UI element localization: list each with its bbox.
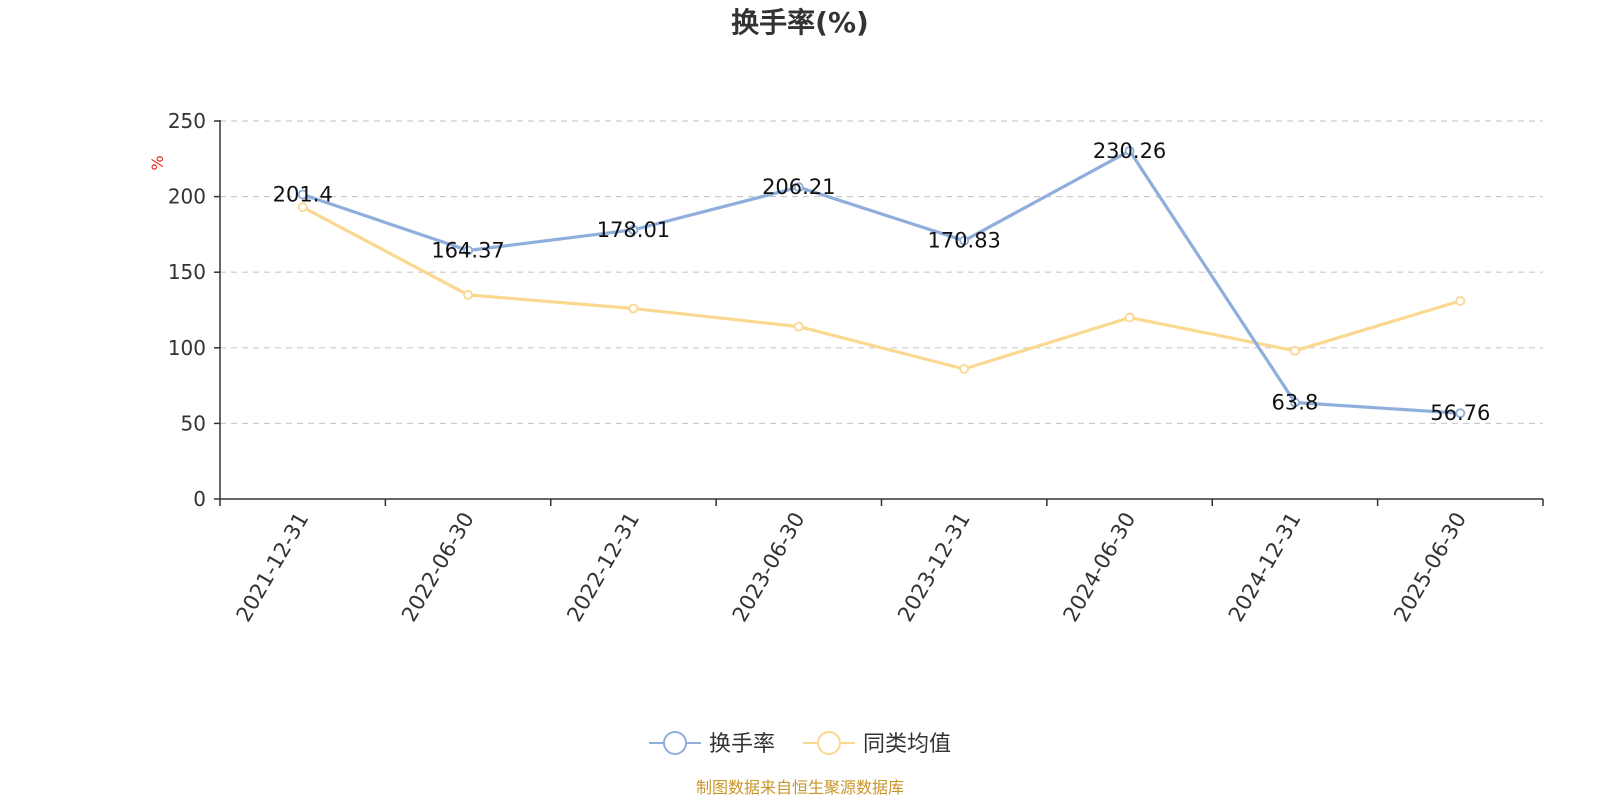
- data-point: [628, 303, 639, 314]
- y-tick-label: 200: [168, 185, 206, 209]
- legend-item[interactable]: 换手率: [649, 731, 775, 757]
- data-point: [793, 321, 804, 332]
- data-label: 206.21: [762, 175, 835, 199]
- data-point: [297, 202, 308, 213]
- series: [297, 145, 1466, 419]
- data-label: 63.8: [1272, 391, 1319, 415]
- data-point: [628, 224, 639, 235]
- data-point: [1290, 397, 1300, 408]
- y-tick-labels: 0 50 100 150 200 250: [168, 109, 206, 511]
- y-axis-unit: %: [148, 155, 167, 170]
- series-line: [301, 149, 1462, 415]
- x-tick-label: 2025-06-30: [1389, 508, 1471, 626]
- x-tick-label: 2024-12-31: [1224, 508, 1306, 626]
- data-label: 56.76: [1430, 401, 1490, 425]
- data-point: [959, 364, 970, 374]
- legend-item[interactable]: 同类均值: [803, 731, 951, 757]
- data-point: [1124, 312, 1135, 323]
- x-tick-label: 2023-06-30: [728, 508, 810, 626]
- x-tick-label: 2022-12-31: [562, 508, 644, 626]
- legend-label: 同类均值: [863, 732, 951, 757]
- x-tick-label: 2024-06-30: [1058, 508, 1140, 626]
- x-tick-labels: 2021-12-31 2022-06-30 2022-12-31 2023-06-30…: [232, 508, 1471, 626]
- data-point: [463, 245, 473, 256]
- x-tick-label: 2022-06-30: [397, 508, 479, 626]
- data-label: 201.4: [273, 182, 333, 206]
- y-tick-label: 150: [168, 260, 206, 284]
- legend-label: 换手率: [709, 732, 775, 757]
- data-label: 170.83: [927, 229, 1000, 253]
- y-tick-label: 50: [181, 411, 206, 435]
- series-line: [301, 205, 1462, 371]
- data-point: [463, 289, 473, 300]
- data-labels: 201.4 164.37 178.01 206.21 170.83 230.26 63.8 5…: [273, 139, 1491, 425]
- data-label: 230.26: [1093, 139, 1166, 163]
- data-label: 178.01: [597, 218, 670, 242]
- source-note: 制图数据来自恒生聚源数据库: [696, 778, 904, 797]
- data-point: [1455, 408, 1466, 419]
- data-point: [1455, 296, 1466, 306]
- y-tick-label: 0: [193, 487, 206, 511]
- legend-marker-icon: [817, 731, 841, 755]
- y-tick-label: 100: [168, 336, 206, 360]
- data-point: [1124, 145, 1135, 156]
- grid-lines: [220, 120, 1543, 424]
- y-tick-label: 250: [168, 109, 206, 133]
- data-point: [297, 189, 308, 200]
- data-point: [1290, 345, 1300, 356]
- chart-title: 换手率(%): [731, 6, 869, 39]
- data-point: [959, 235, 970, 246]
- x-tick-label: 2021-12-31: [232, 508, 314, 626]
- legend-marker-icon: [663, 731, 687, 755]
- axes: [214, 120, 1544, 506]
- data-label: 164.37: [431, 238, 504, 262]
- x-tick-label: 2023-12-31: [893, 508, 975, 626]
- legend[interactable]: 换手率 同类均值: [649, 731, 951, 757]
- data-point: [793, 182, 804, 193]
